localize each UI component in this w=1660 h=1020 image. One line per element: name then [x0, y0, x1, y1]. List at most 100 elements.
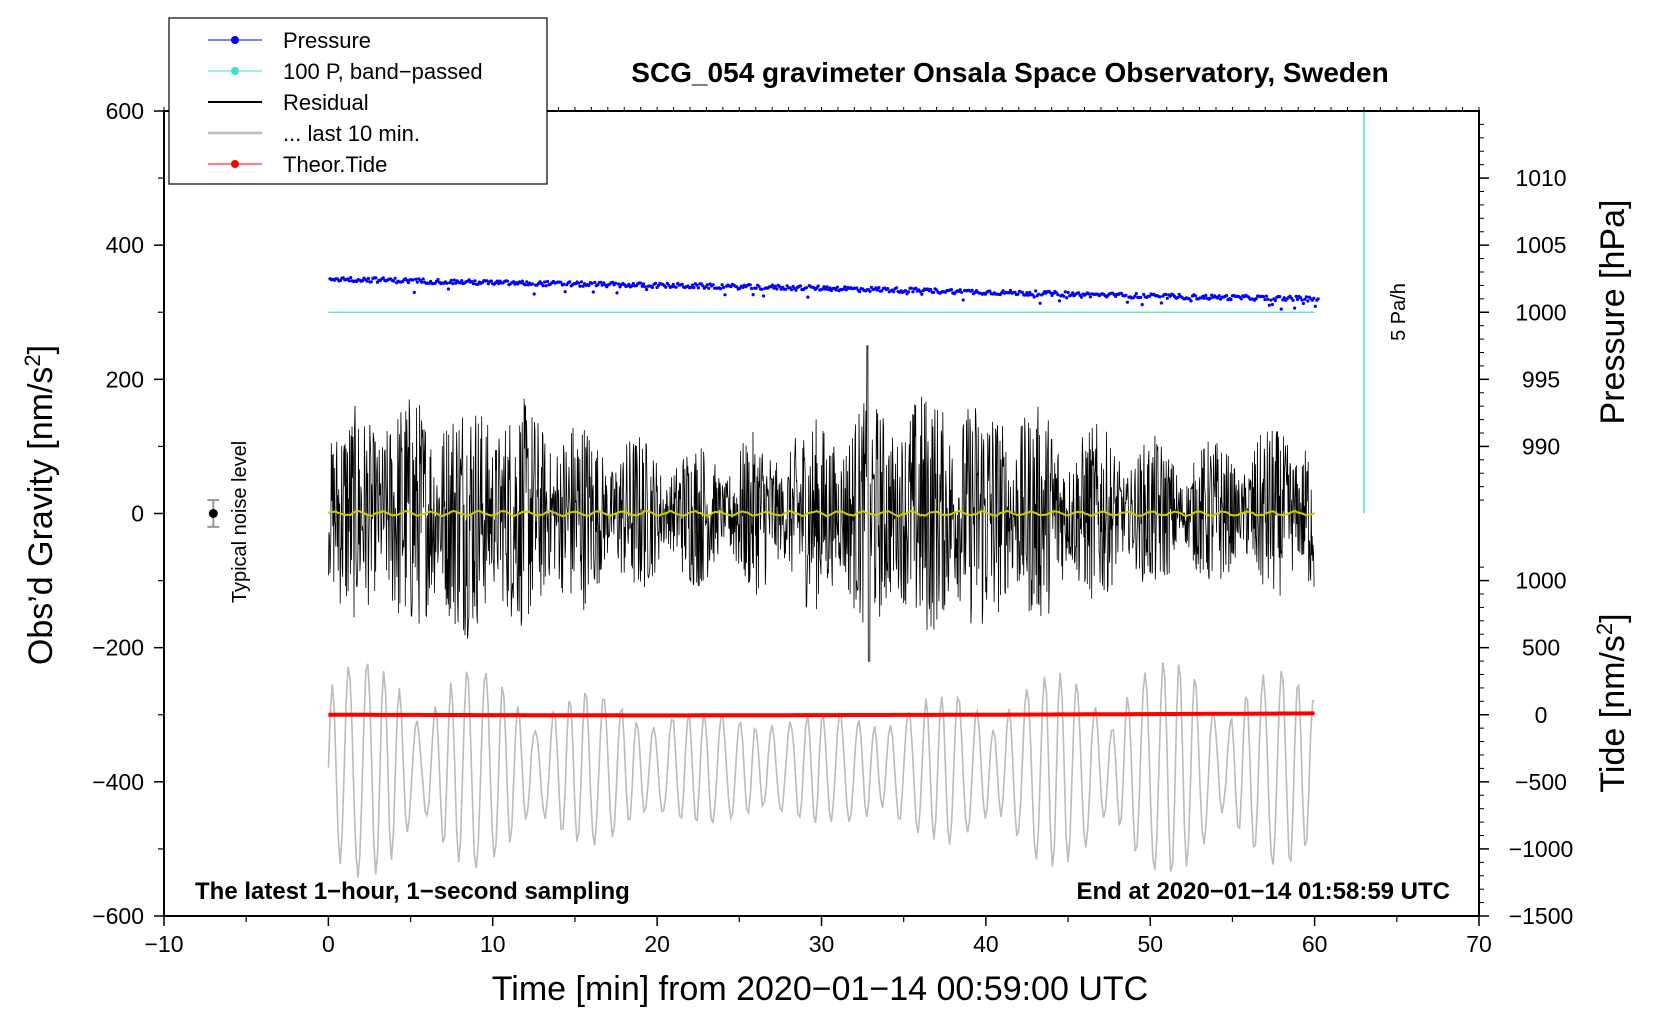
- pressure-point: [1204, 293, 1208, 297]
- series-residual-smoothed: [327, 509, 1316, 518]
- pressure-tick-label: 1005: [1515, 232, 1566, 258]
- pressure-point: [1140, 303, 1144, 307]
- pressure-point: [1020, 290, 1024, 294]
- y-tick-label: 400: [106, 232, 144, 258]
- pressure-tick-label: 995: [1522, 366, 1560, 392]
- legend-label: Pressure: [283, 28, 371, 53]
- pressure-tick-label: 1000: [1515, 299, 1566, 325]
- pressure-point: [446, 287, 450, 291]
- pressure-point: [611, 280, 615, 284]
- pressure-point: [1028, 290, 1032, 294]
- pressure-point: [754, 286, 758, 290]
- series-residual: [328, 345, 1315, 662]
- pressure-point: [415, 280, 419, 284]
- pressure-point: [886, 287, 890, 291]
- pressure-point: [825, 285, 829, 289]
- legend-marker: [231, 67, 239, 75]
- pressure-point: [822, 285, 826, 289]
- pressure-point: [757, 284, 761, 288]
- pressure-point: [705, 283, 709, 287]
- pressure-point: [369, 280, 373, 284]
- pressure-point: [405, 278, 409, 282]
- pressure-point: [1087, 292, 1091, 296]
- series-last-10-min: [327, 662, 1315, 878]
- legend-label: Theor.Tide: [283, 152, 387, 177]
- pressure-point: [393, 276, 397, 280]
- x-tick-label: 0: [322, 931, 335, 957]
- pressure-tick-label: 1010: [1515, 165, 1566, 191]
- pressure-point: [1016, 292, 1020, 296]
- pressure-point: [1189, 299, 1193, 303]
- pressure-point: [778, 285, 782, 289]
- pressure-point: [505, 279, 510, 283]
- pressure-point: [664, 285, 668, 289]
- pressure-point: [806, 295, 810, 299]
- series-layer: [327, 111, 1365, 878]
- pressure-point: [1293, 306, 1297, 310]
- pressure-point: [1298, 296, 1303, 300]
- y-tick-label: 200: [106, 366, 144, 392]
- pressure-point: [473, 279, 477, 283]
- pressure-point: [821, 287, 825, 291]
- pressure-point: [1224, 294, 1229, 298]
- pressure-point: [532, 292, 536, 296]
- pressure-point: [958, 288, 962, 292]
- pressure-point: [591, 290, 595, 294]
- tide-tick-label: 500: [1522, 635, 1560, 661]
- pressure-point: [642, 282, 646, 286]
- pressure-point: [414, 277, 418, 281]
- pressure-point: [784, 287, 788, 291]
- pressure-point: [960, 290, 964, 294]
- pressure-tick-label: 990: [1522, 433, 1560, 459]
- pressure-point: [458, 281, 462, 285]
- pressure-point: [1278, 295, 1282, 299]
- pressure-point: [454, 281, 458, 285]
- pressure-point: [1023, 293, 1027, 297]
- y-axis-tide: 1000 500 0 −500 −1000 −1500: [1479, 566, 1574, 929]
- pressure-point: [361, 279, 365, 283]
- pressure-point: [630, 284, 634, 288]
- pressure-point: [520, 279, 524, 283]
- pressure-point: [1264, 294, 1269, 298]
- x-axis-label: Time [min] from 2020−01−14 00:59:00 UTC: [492, 970, 1148, 1008]
- series-theor-tide: [328, 711, 1315, 718]
- pressure-point: [680, 282, 684, 286]
- x-tick-label: −10: [144, 931, 183, 957]
- pressure-point: [616, 282, 621, 286]
- pressure-point: [855, 286, 859, 290]
- pressure-point: [593, 280, 597, 284]
- pressure-point: [701, 284, 705, 288]
- legend-label: Residual: [283, 90, 369, 115]
- series-pressure: [328, 276, 1320, 311]
- pressure-point: [761, 294, 766, 298]
- tide-tick-label: −500: [1515, 769, 1567, 795]
- pressure-point: [587, 283, 591, 288]
- pressure-point: [1133, 294, 1137, 298]
- pressure-point: [525, 280, 529, 284]
- pressure-point: [645, 287, 649, 292]
- pressure-point: [1306, 299, 1310, 303]
- y-axis-gravity: 600 400 200 0 −200 −400 −600: [92, 98, 164, 929]
- pressure-point: [1079, 295, 1084, 299]
- pressure-point: [1165, 296, 1169, 300]
- x-tick-label: 40: [973, 931, 999, 957]
- pressure-point: [1239, 297, 1243, 301]
- x-tick-label: 70: [1466, 931, 1492, 957]
- pressure-point: [650, 285, 655, 290]
- pressure-point: [844, 288, 848, 292]
- pressure-point: [961, 298, 965, 302]
- tide-tick-label: 0: [1535, 702, 1548, 728]
- pressure-point: [627, 282, 631, 286]
- pressure-point: [1134, 292, 1138, 296]
- pressure-point: [613, 281, 618, 285]
- pressure-point: [760, 287, 764, 291]
- pressure-point: [640, 284, 644, 288]
- pressure-point: [451, 282, 455, 286]
- pressure-point: [590, 281, 594, 285]
- legend-label: ... last 10 min.: [283, 121, 420, 146]
- pressure-point: [932, 290, 936, 294]
- tide-tick-label: −1500: [1509, 903, 1574, 929]
- pressure-point: [489, 279, 493, 283]
- pressure-point: [562, 282, 566, 286]
- pressure-point: [411, 278, 415, 282]
